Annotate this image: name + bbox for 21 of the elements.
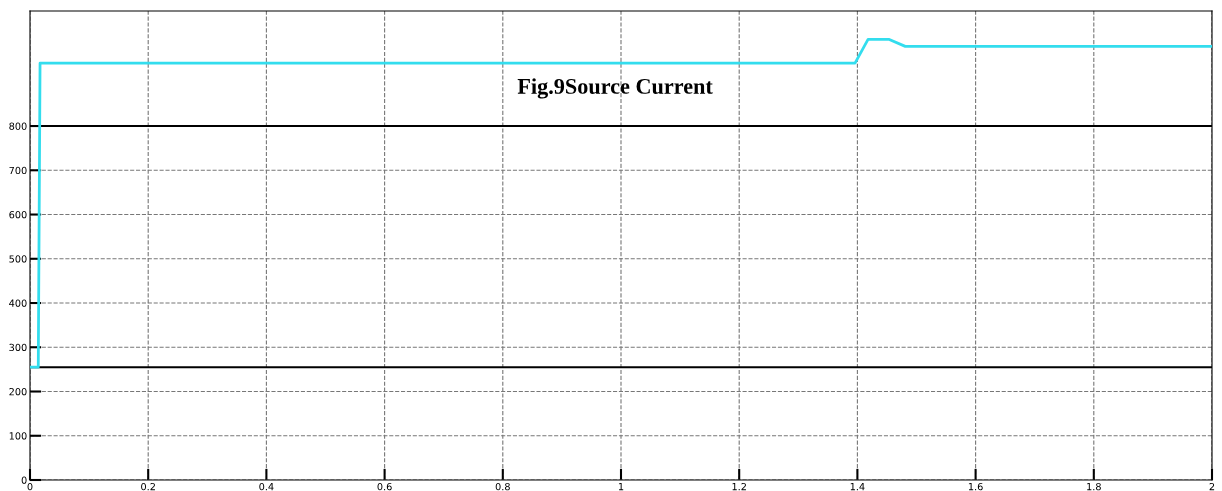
y-tick-label: 0 xyxy=(21,476,27,484)
y-tick-label: 300 xyxy=(9,343,27,352)
x-tick-label: 0.2 xyxy=(141,482,155,491)
x-tick-label: 0 xyxy=(27,482,33,491)
x-tick-label: 2 xyxy=(1209,482,1215,491)
y-tick-label: 700 xyxy=(9,166,27,175)
x-tick-label: 1.2 xyxy=(732,482,746,491)
x-tick-label: 0.4 xyxy=(259,482,274,491)
y-tick-label: 800 xyxy=(9,122,27,130)
x-tick-label: 1.6 xyxy=(968,482,983,491)
x-tick-label: 0.8 xyxy=(495,482,510,491)
x-tick-label: 0.6 xyxy=(377,482,392,491)
y-tick-label: 100 xyxy=(9,432,27,440)
x-tick-label: 1.4 xyxy=(850,483,865,491)
x-tick-label: 1.8 xyxy=(1087,482,1101,491)
text: Fig.9Source Current xyxy=(517,78,713,99)
y-tick-label: 200 xyxy=(9,387,27,396)
y-tick-label: 500 xyxy=(9,255,27,263)
y-tick-label: 400 xyxy=(9,299,27,307)
y-tick-label: 600 xyxy=(9,211,27,219)
x-tick-label: 1 xyxy=(618,483,624,491)
